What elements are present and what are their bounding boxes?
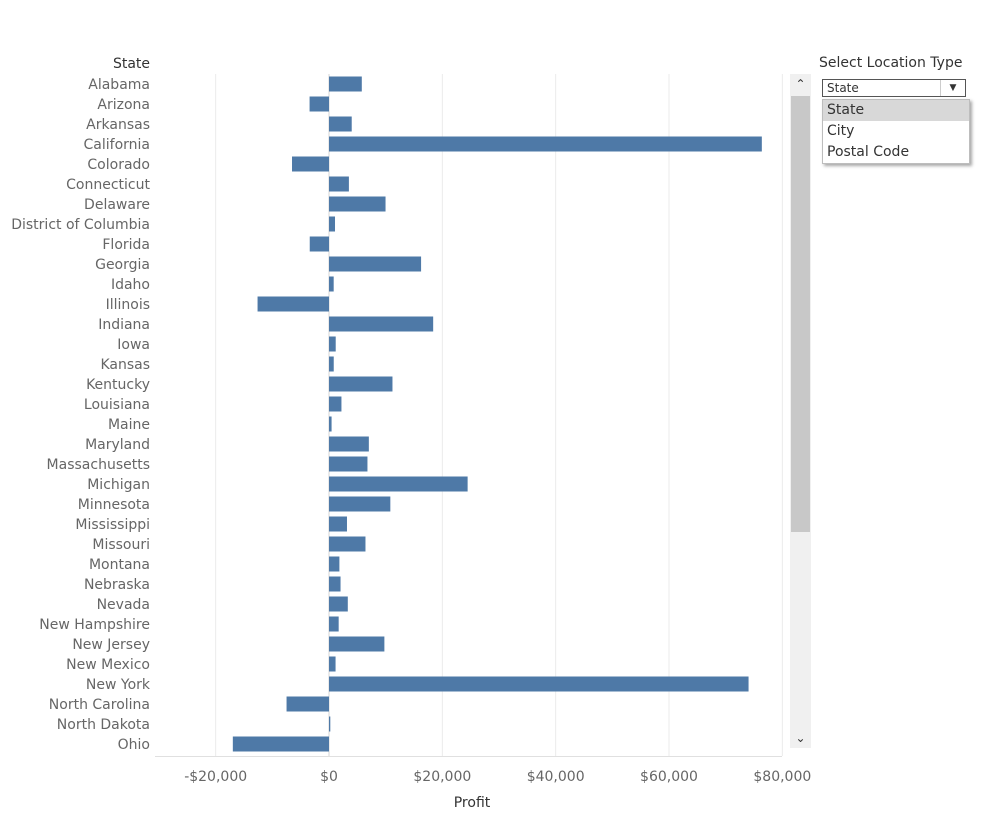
state-label: Maryland <box>85 437 150 453</box>
location-type-select[interactable]: State ▼ <box>822 79 966 97</box>
state-label: Illinois <box>106 297 150 313</box>
bar[interactable] <box>329 516 347 532</box>
bar[interactable] <box>329 256 422 272</box>
scroll-thumb[interactable] <box>791 96 810 532</box>
x-axis-title: Profit <box>454 795 491 811</box>
state-label: North Carolina <box>49 697 150 713</box>
x-tick-label: -$20,000 <box>184 769 247 785</box>
bar[interactable] <box>329 456 368 472</box>
scroll-up-icon[interactable]: ⌃ <box>795 77 806 91</box>
state-label: Colorado <box>87 157 150 173</box>
x-tick-label: $60,000 <box>640 769 698 785</box>
bar[interactable] <box>329 716 331 732</box>
bar[interactable] <box>329 656 336 672</box>
state-label: North Dakota <box>57 717 150 733</box>
vertical-scrollbar[interactable]: ⌃ ⌄ <box>790 74 811 748</box>
state-label: Arizona <box>97 97 150 113</box>
bar[interactable] <box>329 636 385 652</box>
dropdown-caret-icon[interactable]: ▼ <box>940 80 965 96</box>
x-tick-label: $20,000 <box>413 769 471 785</box>
bar[interactable] <box>232 736 329 752</box>
state-label: New Hampshire <box>39 617 150 633</box>
bar[interactable] <box>292 156 329 172</box>
bar[interactable] <box>329 116 352 132</box>
state-label: Michigan <box>87 477 150 493</box>
state-label: Kansas <box>100 357 150 373</box>
bar[interactable] <box>329 536 366 552</box>
bar[interactable] <box>329 416 332 432</box>
state-label: Delaware <box>84 197 150 213</box>
state-label: Alabama <box>88 77 150 93</box>
bar[interactable] <box>329 496 391 512</box>
bar[interactable] <box>329 376 393 392</box>
state-label: New Jersey <box>72 637 150 653</box>
bar[interactable] <box>329 176 349 192</box>
row-header: State <box>113 56 150 72</box>
bar[interactable] <box>329 616 339 632</box>
state-label: Georgia <box>95 257 150 273</box>
state-label: New Mexico <box>66 657 150 673</box>
bar[interactable] <box>309 236 329 252</box>
state-label: Arkansas <box>86 117 150 133</box>
bar[interactable] <box>329 476 468 492</box>
state-label: Indiana <box>98 317 150 333</box>
state-label: Mississippi <box>75 517 150 533</box>
scroll-down-icon[interactable]: ⌄ <box>795 731 806 745</box>
bar[interactable] <box>329 76 362 92</box>
selected-value: State <box>827 81 859 95</box>
state-label: Minnesota <box>78 497 150 513</box>
state-label: Ohio <box>118 737 150 753</box>
state-label: Iowa <box>117 337 150 353</box>
option-postal-code[interactable]: Postal Code <box>827 144 910 160</box>
state-label: Nebraska <box>84 577 150 593</box>
state-label: Nevada <box>97 597 150 613</box>
state-label: Massachusetts <box>47 457 150 473</box>
bar[interactable] <box>309 96 329 112</box>
x-tick-label: $40,000 <box>527 769 585 785</box>
state-label: District of Columbia <box>11 217 150 233</box>
bar[interactable] <box>329 316 434 332</box>
state-label: New York <box>86 677 151 693</box>
bar[interactable] <box>329 556 340 572</box>
bar[interactable] <box>329 276 334 292</box>
state-label: California <box>84 137 150 153</box>
x-tick-label: $0 <box>320 769 338 785</box>
state-label: Kentucky <box>86 377 150 393</box>
option-city[interactable]: City <box>827 123 855 139</box>
bar[interactable] <box>329 436 369 452</box>
bar[interactable] <box>329 396 342 412</box>
bar[interactable] <box>257 296 329 312</box>
state-label: Idaho <box>111 277 150 293</box>
option-state[interactable]: State <box>823 100 969 121</box>
bar[interactable] <box>329 336 336 352</box>
bar[interactable] <box>329 356 334 372</box>
state-label: Louisiana <box>84 397 150 413</box>
state-label: Connecticut <box>66 177 150 193</box>
location-type-menu: State City Postal Code <box>822 99 970 164</box>
x-tick-label: $80,000 <box>753 769 811 785</box>
state-label: Montana <box>89 557 150 573</box>
bar[interactable] <box>286 696 329 712</box>
bar[interactable] <box>329 136 762 152</box>
state-label: Missouri <box>92 537 150 553</box>
bar[interactable] <box>329 216 336 232</box>
bar[interactable] <box>329 196 386 212</box>
filter-title: Select Location Type <box>819 55 963 71</box>
bar[interactable] <box>329 576 341 592</box>
bar[interactable] <box>329 676 749 692</box>
bar[interactable] <box>329 596 348 612</box>
state-label: Maine <box>108 417 150 433</box>
state-label: Florida <box>102 237 150 253</box>
